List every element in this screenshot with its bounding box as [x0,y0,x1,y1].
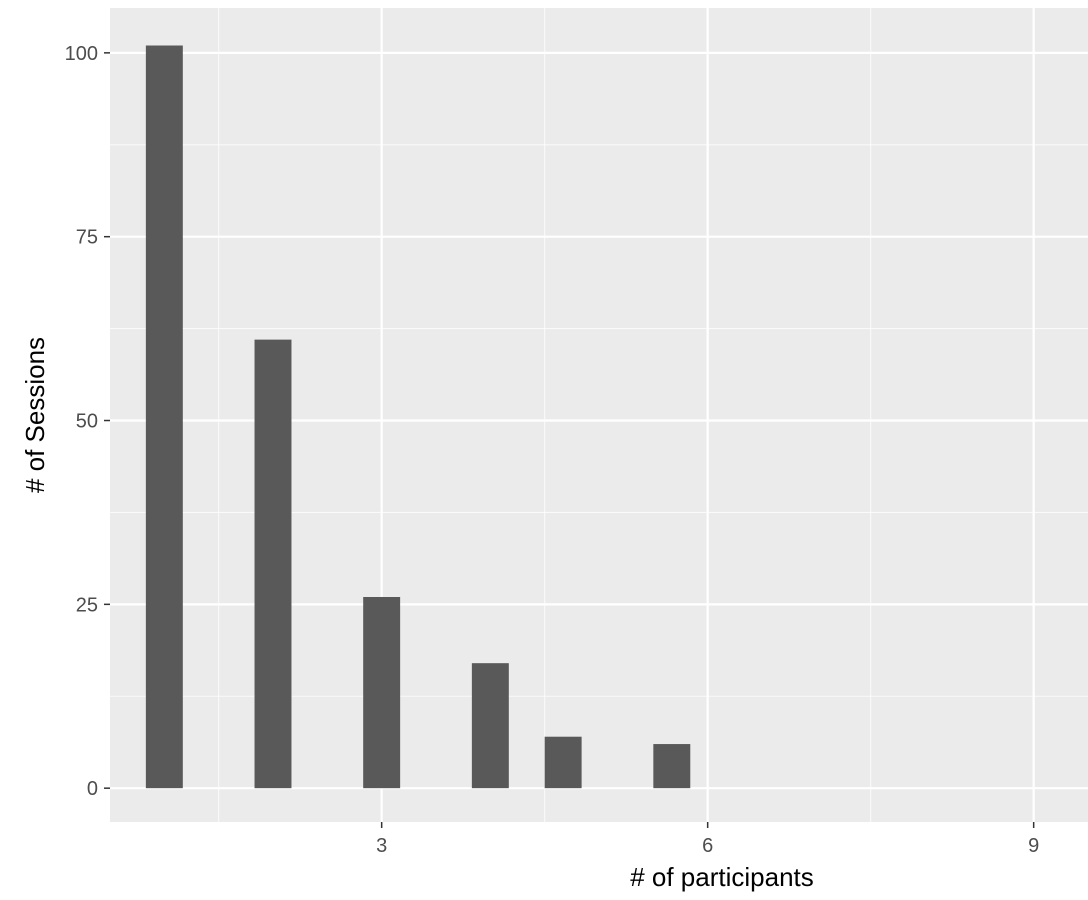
bar [363,596,401,789]
bar [145,45,183,789]
bar [544,736,582,789]
y-axis-title: # of Sessions [20,337,50,493]
x-axis-ticks: 3 6 9 [376,822,1039,857]
bar [653,744,691,789]
bars [145,45,691,789]
y-tick-label: 50 [76,411,98,433]
x-tick-label: 9 [1028,835,1039,857]
y-tick-label: 25 [76,594,98,616]
y-tick-label: 100 [65,43,98,65]
y-tick-label: 0 [87,778,98,800]
y-tick-label: 75 [76,227,98,249]
bar [471,663,509,789]
x-tick-label: 6 [702,835,713,857]
x-axis-title: # of participants [630,862,814,892]
x-tick-label: 3 [376,835,387,857]
bar [254,339,292,789]
y-axis-ticks: 0 25 50 75 100 [65,43,110,800]
